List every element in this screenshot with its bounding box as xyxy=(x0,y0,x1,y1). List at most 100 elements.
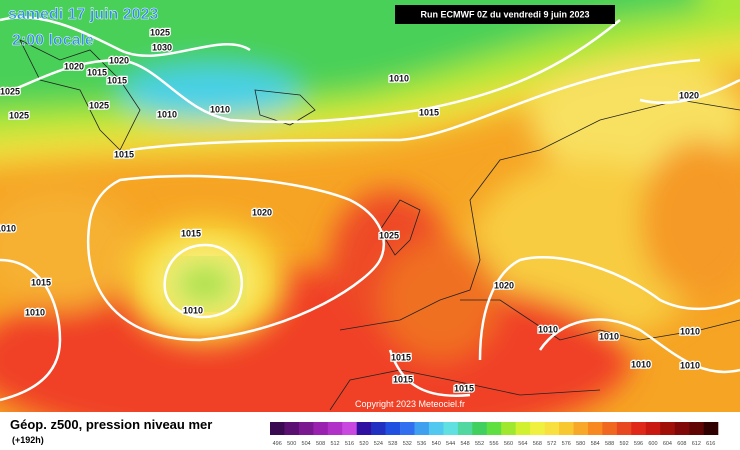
color-scale: 496 500 504 508 512 516 520 524 528 532 536 540 544 5… xyxy=(270,422,719,447)
isobar-label: 1015 xyxy=(419,107,439,117)
scale-cell xyxy=(414,422,430,435)
isobar-label: 1020 xyxy=(252,207,272,217)
scale-cell xyxy=(284,422,300,435)
run-info: Run ECMWF 0Z du vendredi 9 juin 2023 xyxy=(420,9,589,19)
scale-cell xyxy=(443,422,459,435)
scale-label: 576 xyxy=(562,441,571,447)
isobar-label: 1010 xyxy=(680,360,700,370)
scale-cell xyxy=(616,422,632,435)
scale-cell xyxy=(472,422,488,435)
isobar-label: 1010 xyxy=(389,73,409,83)
isobar-label: 1025 xyxy=(150,27,170,37)
scale-label: 592 xyxy=(619,441,628,447)
isobar-label: 1015 xyxy=(107,75,127,85)
scale-label: 540 xyxy=(432,441,441,447)
scale-label: 512 xyxy=(330,441,339,447)
scale-cell xyxy=(486,422,502,435)
scale-cell xyxy=(457,422,473,435)
scale-cell xyxy=(689,422,704,435)
scale-label: 536 xyxy=(417,441,426,447)
run-box xyxy=(395,5,615,24)
scale-label: 548 xyxy=(461,441,470,447)
scale-label: 588 xyxy=(605,441,614,447)
scale-label: 532 xyxy=(403,441,412,447)
isobar-label: 1010 xyxy=(157,109,177,119)
scale-cell xyxy=(573,422,589,435)
isobar-label: 1015 xyxy=(114,149,134,159)
scale-cell xyxy=(428,422,444,435)
legend-lead: (+192h) xyxy=(12,435,44,445)
isobar-label: 1010 xyxy=(183,305,203,315)
scale-label: 580 xyxy=(576,441,585,447)
isobar-label: 1025 xyxy=(89,100,109,110)
scale-cell xyxy=(385,422,401,435)
scale-cell xyxy=(559,422,574,435)
map-date: samedi 17 juin 2023 xyxy=(8,6,158,23)
scale-cell xyxy=(400,422,415,435)
scale-label: 552 xyxy=(475,441,484,447)
isobar-label: 1020 xyxy=(109,55,129,65)
isobar-label: 1020 xyxy=(679,90,699,100)
scale-label: 496 xyxy=(273,441,282,447)
scale-label: 596 xyxy=(634,441,643,447)
isobar-label: 1020 xyxy=(64,61,84,71)
isobar-label: 1030 xyxy=(152,42,172,52)
isobar-label: 1015 xyxy=(393,374,413,384)
scale-label: 544 xyxy=(446,441,455,447)
isobar-label: 1015 xyxy=(181,228,201,238)
scale-cell xyxy=(515,422,531,435)
scale-cell xyxy=(544,422,560,435)
scale-label: 524 xyxy=(374,441,383,447)
scale-label: 516 xyxy=(345,441,354,447)
scale-label: 604 xyxy=(663,441,672,447)
scale-label: 504 xyxy=(302,441,311,447)
scale-cell xyxy=(631,422,647,435)
isobar-label: 1025 xyxy=(0,86,20,96)
isobar-label: 1010 xyxy=(210,104,230,114)
scale-cell xyxy=(356,422,372,435)
scale-label: 560 xyxy=(504,441,513,447)
scale-label: 572 xyxy=(547,441,556,447)
scale-label: 584 xyxy=(591,441,600,447)
scale-label: 520 xyxy=(359,441,368,447)
isobar-label: 1015 xyxy=(31,277,51,287)
isobar-label: 1010 xyxy=(631,359,651,369)
isobar-label: 1020 xyxy=(494,280,514,290)
scale-cell xyxy=(270,422,285,435)
legend-title: Géop. z500, pression niveau mer xyxy=(10,417,212,432)
isobar-label: 1010 xyxy=(0,223,16,233)
isobar-label: 1010 xyxy=(680,326,700,336)
isobar-label: 1015 xyxy=(391,352,411,362)
scale-label: 608 xyxy=(677,441,686,447)
isobar-label: 1010 xyxy=(538,324,558,334)
scale-label: 528 xyxy=(388,441,397,447)
isobar-label: 1015 xyxy=(87,67,107,77)
scale-cell xyxy=(674,422,690,435)
scale-label: 600 xyxy=(648,441,657,447)
scale-cell xyxy=(298,422,314,435)
scale-label: 612 xyxy=(692,441,701,447)
scale-cell xyxy=(342,422,358,435)
isobar-label: 1025 xyxy=(9,110,29,120)
map-time: 2:00 locale xyxy=(12,32,94,49)
isobar-label: 1010 xyxy=(599,331,619,341)
copyright: Copyright 2023 Meteociel.fr xyxy=(355,399,465,409)
scale-label: 616 xyxy=(706,441,715,447)
scale-cell xyxy=(703,422,719,435)
scale-cell xyxy=(645,422,661,435)
scale-cell xyxy=(327,422,343,435)
isobar-label: 1025 xyxy=(379,230,399,240)
scale-cell xyxy=(371,422,386,435)
scale-label: 564 xyxy=(518,441,527,447)
scale-cell xyxy=(587,422,603,435)
scale-cell xyxy=(313,422,329,435)
scale-cell xyxy=(602,422,618,435)
scale-cell xyxy=(660,422,675,435)
scale-label: 500 xyxy=(287,441,296,447)
isobar-label: 1015 xyxy=(454,383,474,393)
scale-label: 508 xyxy=(316,441,325,447)
scale-label: 556 xyxy=(489,441,498,447)
